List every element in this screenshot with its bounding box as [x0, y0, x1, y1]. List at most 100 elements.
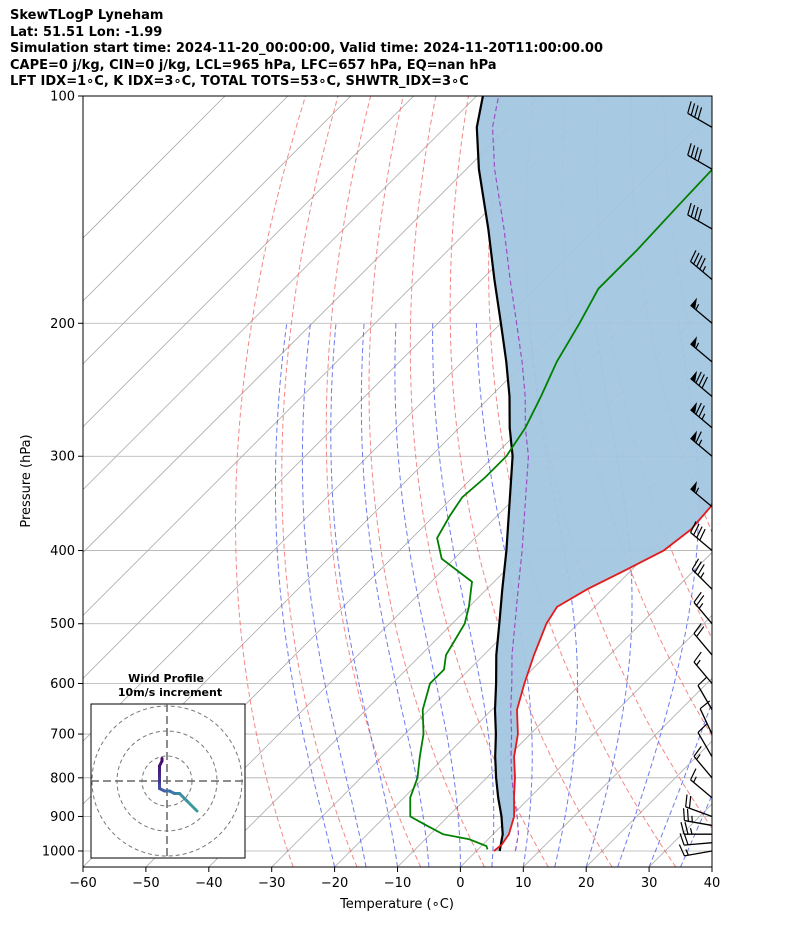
y-tick-label: 600	[50, 677, 75, 692]
wind-barb	[690, 250, 713, 280]
wind-barb-full	[688, 795, 692, 809]
wind-barb	[693, 591, 713, 625]
cape-area	[476, 96, 712, 851]
wind-barb	[690, 430, 713, 457]
wind-barb-staff	[691, 568, 713, 590]
wind-barb-staff	[690, 260, 713, 280]
wind-barb-full	[701, 376, 708, 389]
wind-barb-full	[693, 623, 702, 634]
isotherm-line	[83, 96, 352, 365]
x-tick-label: −30	[258, 876, 285, 891]
wind-barb-staff	[690, 779, 713, 799]
wind-barb-full	[697, 107, 703, 120]
moist-adiabat-line	[394, 323, 461, 867]
hodograph-subtitle: 10m/s increment	[118, 686, 222, 699]
wind-barb	[690, 297, 713, 324]
x-tick-label: 20	[578, 876, 595, 891]
isotherm-line	[83, 96, 414, 428]
wind-barb-staff	[697, 732, 713, 757]
wind-barb-half	[695, 342, 700, 349]
wind-barb-full	[693, 523, 700, 536]
y-tick-label: 1000	[42, 845, 75, 860]
wind-barb-flag	[690, 370, 697, 383]
wind-barb-full	[695, 371, 702, 384]
dry-adiabat-line	[762, 96, 794, 867]
location-line: Lat: 51.51 Lon: -1.99	[10, 24, 163, 40]
wind-barb-flag	[690, 481, 697, 493]
x-tick-label: 40	[704, 876, 721, 891]
indices-line: LFT IDX=1∘C, K IDX=3∘C, TOTAL TOTS=53∘C,…	[10, 74, 469, 89]
wind-barb-full	[696, 526, 703, 538]
temperature-line	[493, 501, 712, 852]
isotherm-line	[83, 96, 226, 239]
wind-barb-flag	[690, 297, 697, 310]
dry-adiabat-line	[281, 96, 358, 867]
wind-barb-full	[687, 101, 692, 114]
wind-barb-staff	[693, 755, 713, 779]
moist-adiabat-line	[432, 323, 495, 867]
wind-barb	[691, 558, 713, 590]
wind-barb-full	[697, 564, 705, 576]
wind-barb-full	[690, 768, 697, 780]
wind-barb	[682, 808, 713, 827]
wind-barb-staff	[690, 532, 713, 552]
wind-barb-full	[690, 250, 697, 262]
wind-barb	[690, 521, 713, 552]
wind-barb-full	[696, 594, 705, 606]
isotherm-line	[83, 96, 289, 302]
wind-barb	[685, 794, 713, 818]
wind-barb-full	[682, 808, 686, 821]
wind-barb	[687, 101, 713, 128]
wind-barb-full	[690, 521, 697, 533]
wind-barb-full	[693, 746, 702, 757]
dry-adiabat-line	[368, 96, 485, 867]
wind-barb-full	[697, 149, 703, 162]
wind-barb	[690, 768, 713, 799]
dry-adiabat-line	[729, 96, 794, 867]
hodograph-segment	[178, 792, 189, 803]
wind-barb-full	[691, 558, 700, 570]
moist-adiabat-line	[711, 865, 712, 867]
isotherm-line	[523, 677, 712, 867]
wind-barb-staff	[687, 112, 713, 128]
wind-barb-full	[699, 700, 711, 710]
wind-barb-full	[679, 833, 685, 846]
wind-barb-half	[701, 413, 706, 420]
wind-barb-staff	[684, 850, 713, 857]
wind-barb-half	[698, 439, 703, 446]
wind-barb	[693, 651, 713, 684]
moist-adiabat-line	[330, 323, 398, 867]
wind-barb-staff	[685, 806, 713, 818]
wind-barb-flag	[690, 430, 697, 443]
chart-title: SkewTLogP Lyneham	[10, 8, 164, 23]
wind-barb	[693, 746, 713, 779]
wind-barb-full	[696, 255, 703, 267]
y-tick-label: 300	[50, 450, 75, 465]
wind-barb-full	[687, 143, 692, 156]
y-tick-label: 900	[50, 810, 75, 825]
cape-line: CAPE=0 j/kg, CIN=0 j/kg, LCL=965 hPa, LF…	[10, 57, 497, 73]
wind-barb	[690, 370, 713, 397]
x-tick-label: −10	[384, 876, 411, 891]
wind-barb	[690, 402, 713, 429]
wind-barb-full	[697, 723, 708, 733]
wind-barb-full	[695, 402, 702, 415]
hodograph-segment	[185, 799, 199, 813]
hodograph-title: Wind Profile	[128, 672, 204, 685]
hodograph-plot	[91, 704, 245, 858]
wind-barb-full	[684, 822, 689, 835]
x-tick-label: 10	[515, 876, 532, 891]
x-tick-label: −40	[195, 876, 222, 891]
wind-barb-staff	[697, 685, 713, 711]
time-line: Simulation start time: 2024-11-20_00:00:…	[10, 41, 603, 56]
wind-barb-full	[694, 105, 699, 118]
wind-barb-full	[686, 808, 689, 822]
wind-barb-full	[698, 374, 705, 386]
chart-header: SkewTLogP Lyneham Lat: 51.51 Lon: -1.99 …	[10, 8, 780, 91]
wind-barb	[687, 202, 713, 230]
x-tick-label: −50	[132, 876, 159, 891]
isotherm-line	[334, 489, 712, 867]
x-axis-title: Temperature (∘C)	[339, 897, 454, 912]
wind-barb-full	[696, 626, 705, 637]
x-tick-label: −20	[321, 876, 348, 891]
